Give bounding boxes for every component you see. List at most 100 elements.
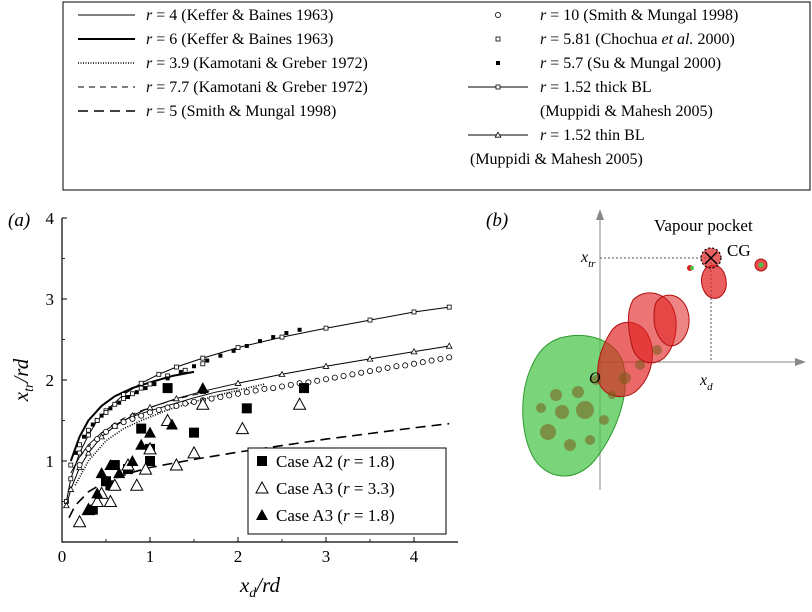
reference-point (78, 443, 82, 447)
reference-point (385, 365, 390, 370)
reference-point (323, 377, 328, 382)
reference-point (253, 388, 258, 393)
series-point (447, 305, 451, 309)
legend-marker-sample (496, 85, 500, 89)
reference-point (258, 339, 262, 343)
legend-entry: r = 10 (Smith & Mungal 1998) (540, 7, 738, 24)
reference-point (86, 428, 90, 432)
series-point (324, 326, 328, 330)
reference-point (152, 382, 156, 386)
reference-point (201, 362, 205, 366)
xd-label: xd (699, 372, 713, 393)
case-point (188, 447, 200, 458)
reference-point (147, 410, 152, 415)
reference-point (112, 424, 117, 429)
green-droplet (759, 263, 764, 268)
reference-point (429, 358, 434, 363)
reference-point (438, 356, 443, 361)
legend-entry: r = 6 (Keffer & Baines 1963) (146, 31, 333, 48)
series-point (368, 318, 372, 322)
case-point (236, 423, 248, 434)
reference-point (108, 406, 112, 410)
reference-point (350, 372, 355, 377)
reference-point (86, 446, 91, 451)
y-axis-label: xtr/rd (9, 358, 37, 402)
inset-legend-marker (257, 456, 267, 466)
reference-point (279, 384, 284, 389)
legend-entry: r = 3.9 (Kamotani & Greber 1972) (146, 55, 368, 72)
reference-point (174, 403, 179, 408)
origin-label: O (589, 370, 601, 387)
cg-label: CG (727, 241, 751, 260)
legend-entry-sub: (Muppidi & Mahesh 2005) (470, 151, 643, 168)
reference-point (104, 410, 108, 414)
y-tick-label: 4 (46, 209, 55, 228)
reference-point (262, 386, 267, 391)
series-point (236, 346, 240, 350)
reference-point (126, 395, 130, 399)
reference-point (139, 413, 144, 418)
reference-point (179, 370, 183, 374)
reference-point (95, 437, 100, 442)
reference-point (103, 429, 108, 434)
reference-point (139, 386, 143, 390)
reference-point (91, 423, 95, 427)
vapour-pocket-label: Vapour pocket (654, 216, 753, 235)
panel-b: (b) Vapour pocket CG xt (486, 209, 806, 490)
x-axis-label: xd/rd (239, 573, 281, 601)
panel-a: (a) 0 1 2 3 4 1 2 3 4 xd/rd xtr/rd Case A2 (r = 1.8… (8, 209, 458, 601)
reference-point (341, 373, 346, 378)
reference-point (394, 364, 399, 369)
xtr-label: xtr (580, 249, 596, 270)
reference-point (69, 463, 73, 467)
case-point (299, 383, 309, 393)
series-point (412, 310, 416, 314)
case-point (170, 459, 182, 470)
series-point (174, 365, 178, 369)
reference-point (73, 451, 77, 455)
legend-marker-sample (496, 61, 500, 65)
x-tick-label: 1 (146, 547, 155, 566)
series-point (86, 433, 90, 437)
legend-entry: r = 5 (Smith & Mungal 1998) (146, 103, 336, 120)
reference-point (315, 378, 320, 383)
legend-entry: r = 5.81 (Chochua et al. 2000) (540, 31, 735, 48)
horizontal-axis-arrow (795, 358, 806, 366)
legend-entry: r = 1.52 thin BL (540, 127, 645, 144)
case-point (163, 383, 173, 393)
reference-point (113, 402, 117, 406)
reference-point (245, 344, 249, 348)
reference-point (95, 419, 99, 423)
legend-entry: r = 7.7 (Kamotani & Greber 1972) (146, 79, 368, 96)
reference-point (77, 462, 82, 467)
reference-point (130, 392, 134, 396)
reference-point (130, 416, 135, 421)
reference-point (183, 368, 187, 372)
reference-point (403, 363, 408, 368)
legend-entry-sub: (Muppidi & Mahesh 2005) (540, 103, 713, 120)
x-tick-label: 0 (58, 547, 67, 566)
case-point (74, 516, 86, 527)
series-point (78, 451, 82, 455)
reference-point (100, 414, 104, 418)
panel-b-label: (b) (486, 210, 508, 231)
reference-point (156, 407, 161, 412)
reference-point (135, 390, 139, 394)
series-point (157, 372, 161, 376)
green-droplet-small (690, 266, 694, 270)
reference-point (271, 335, 275, 339)
x-tick-label: 4 (410, 547, 419, 566)
reference-point (191, 399, 196, 404)
reference-point (411, 361, 416, 366)
reference-point (121, 420, 126, 425)
reference-point (447, 355, 452, 360)
reference-point (166, 376, 170, 380)
series-point (201, 356, 205, 360)
case-point (131, 479, 143, 490)
reference-point (192, 364, 196, 368)
red-liquid-top (701, 265, 726, 298)
reference-point (122, 397, 126, 401)
vertical-axis-arrow (596, 209, 604, 220)
top-legend: r = 4 (Keffer & Baines 1963) r = 6 (Keffe… (63, 2, 810, 190)
